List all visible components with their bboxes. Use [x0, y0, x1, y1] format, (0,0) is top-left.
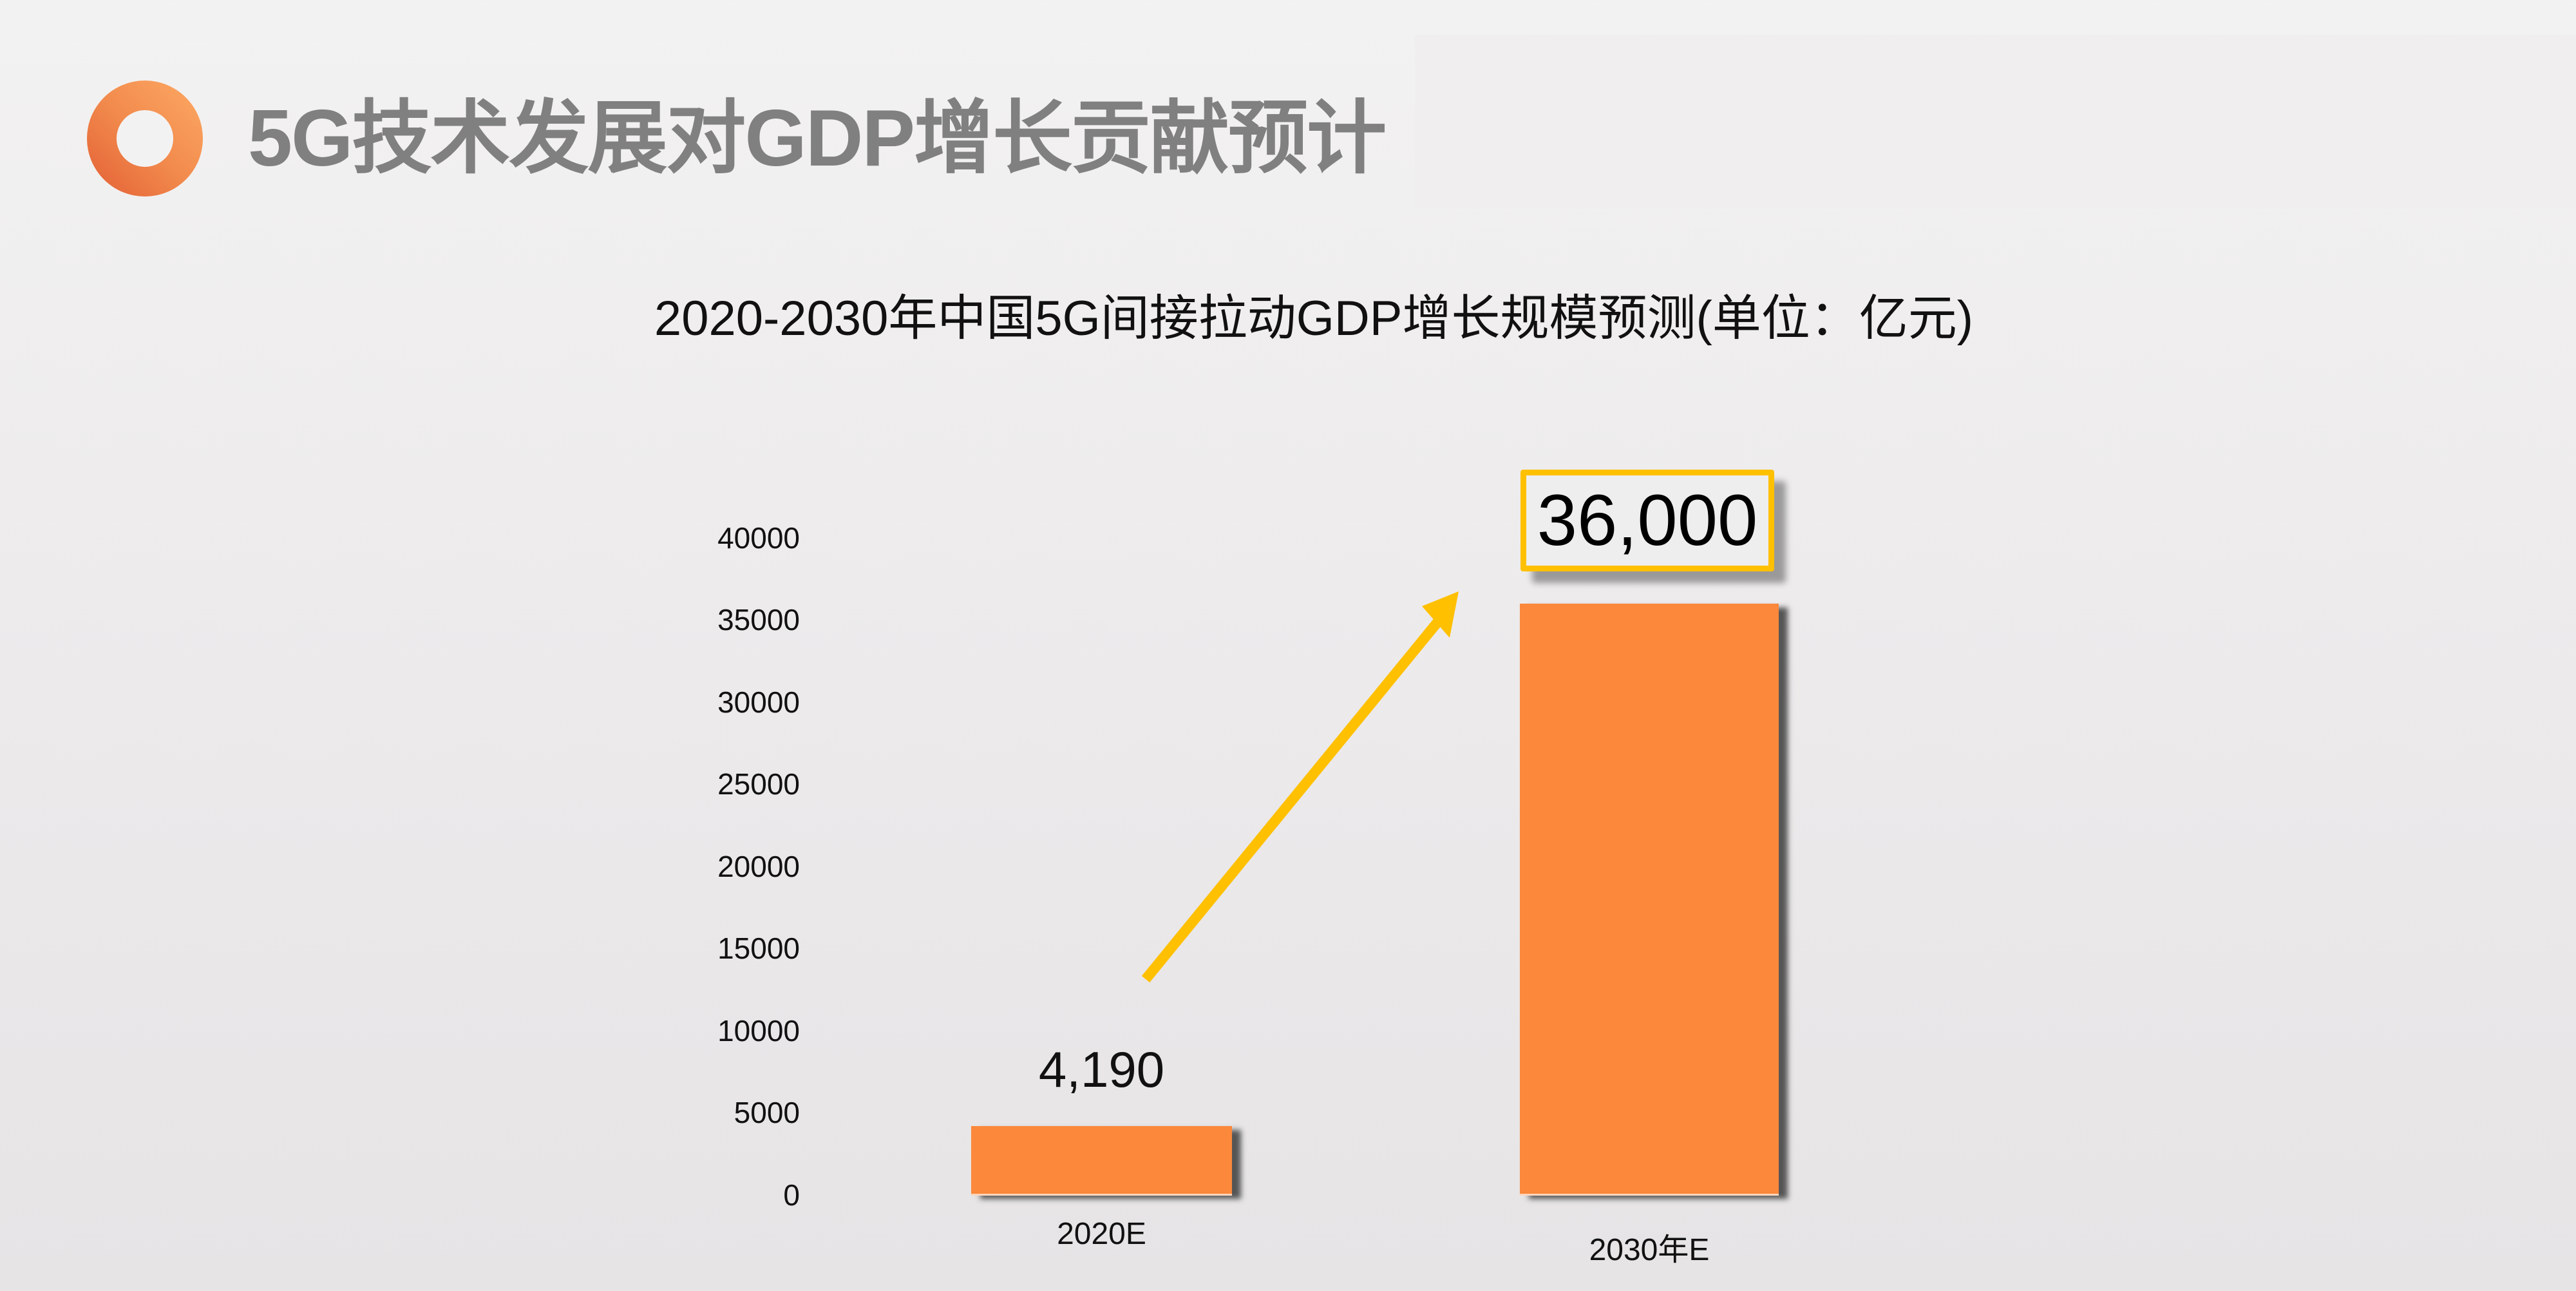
bar-value-label: 4,190 [1038, 1041, 1165, 1098]
bar-2020e [971, 1126, 1232, 1195]
y-tick-label: 0 [783, 1178, 800, 1212]
x-axis-label: 2020E [1057, 1217, 1146, 1251]
y-tick-label: 30000 [717, 685, 800, 719]
x-axis-label: 2030年E [1589, 1233, 1710, 1267]
y-tick-label: 5000 [734, 1096, 800, 1129]
bar-baseline [1520, 1194, 1779, 1196]
chart-title: 2020-2030年中国5G间接拉动GDP增长规模预测(单位：亿元) [654, 291, 1974, 346]
bar-2030e [1520, 604, 1779, 1195]
y-tick-label: 10000 [717, 1014, 800, 1047]
y-tick-label: 25000 [717, 767, 800, 801]
page-title: 5G技术发展对GDP增长贡献预计 [248, 94, 1387, 183]
y-tick-label: 15000 [717, 932, 800, 965]
y-tick-label: 40000 [717, 521, 800, 555]
orange-ring-icon [87, 81, 203, 196]
header-background-panel [1415, 35, 2576, 209]
y-tick-label: 35000 [717, 603, 800, 636]
highlight-value-box: 36,000 [1520, 470, 1774, 571]
y-tick-label: 20000 [717, 850, 800, 883]
bar-baseline [971, 1194, 1232, 1196]
